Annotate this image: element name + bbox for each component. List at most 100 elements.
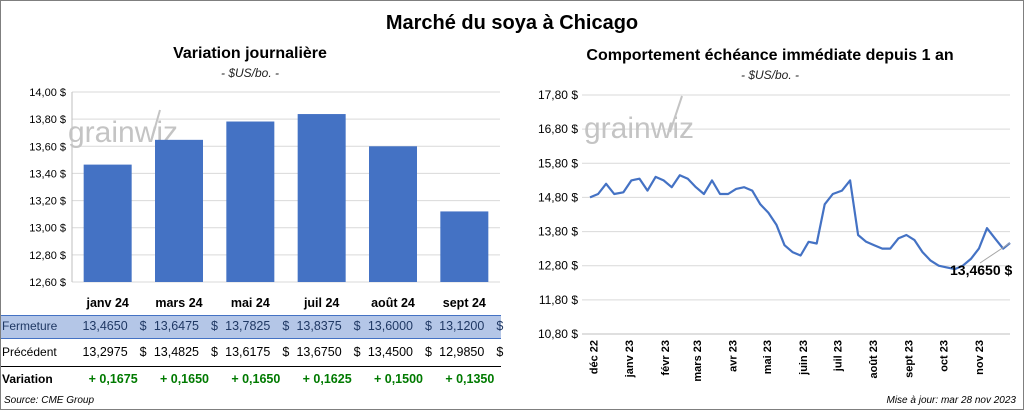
line-x-tick-label: déc 22 [588,340,600,374]
line-y-tick-label: 14,80 $ [538,190,578,204]
last-value-leader [979,242,1011,264]
table-cell: 13,4500 [367,345,413,359]
table-cell: + 0,1500 [373,372,423,386]
table-cell: 13,7825 [225,319,271,333]
table-row-label: Précédent [2,345,57,359]
table-cell: 13,4825 [153,345,199,359]
bar-y-tick-label: 12,80 $ [29,250,66,262]
line-x-tick-label: juin 23 [798,340,810,376]
bar [226,121,275,282]
watermark-stroke [151,109,161,139]
currency-symbol: $ [425,345,432,359]
line-y-tick-label: 13,80 $ [538,225,578,239]
bar [369,146,417,282]
last-value-label: 13,4650 $ [950,262,1013,278]
bar-y-tick-label: 13,60 $ [29,141,66,153]
table-cell: + 0,1625 [302,372,352,386]
line-x-tick-label: juil 23 [832,340,844,372]
line-x-tick-label: avr 23 [728,340,740,372]
bar-x-tick-label: août 24 [371,296,415,310]
bar [297,114,346,282]
table-cell: 13,4650 [82,319,128,333]
line-y-tick-label: 12,80 $ [538,259,578,273]
currency-symbol: $ [211,345,218,359]
line-x-tick: avr 23 [728,340,740,372]
table-cell: + 0,1650 [159,372,209,386]
currency-symbol: $ [353,345,361,359]
table-cell: 12,9850 [439,345,485,359]
line-x-tick: janv 23 [624,340,636,378]
line-x-tick-label: mai 23 [762,340,774,374]
currency-symbol: $ [496,345,504,359]
bar-x-tick-label: mai 24 [231,296,270,310]
bar-x-tick-label: janv 24 [85,296,128,310]
line-y-tick-label: 10,80 $ [538,327,578,341]
table-row-fermeture-background [1,315,501,339]
line-x-tick: nov 23 [974,340,986,375]
currency-symbol: $ [139,345,147,359]
bar-y-tick-label: 13,00 $ [29,223,66,235]
line-x-tick-label: oct 23 [938,340,950,372]
line-x-tick: déc 22 [588,340,600,374]
bar-y-tick-label: 13,20 $ [29,196,66,208]
bar-y-tick-label: 12,60 $ [29,277,66,289]
left-panel-title: Variation journalière [173,45,327,62]
line-x-tick-label: sept 23 [904,340,916,378]
currency-symbol: $ [282,345,290,359]
currency-symbol: $ [425,319,432,333]
bar [440,211,489,282]
table-row-divider [1,366,501,367]
line-chart: 10,80 $ 11,80 $ 12,80 $ 13,80 $ 14,80 $ 15,80… [538,88,1011,382]
table-cell: + 0,1650 [231,372,281,386]
bar-chart: 12,60 $ 12,80 $ 13,00 $ 13,20 $ 13,40 $ 13,60… [29,87,500,310]
table-row-label: Variation [2,372,53,386]
currency-symbol: $ [139,319,147,333]
currency-symbol: $ [353,319,361,333]
watermark-logo: grainwiz [584,112,694,145]
line-x-tick-label: janv 23 [624,340,636,378]
line-x-tick: juil 23 [832,340,844,372]
table-cell: + 0,1675 [88,372,138,386]
bar-y-tick-label: 13,80 $ [29,114,66,126]
price-series-line [589,174,1011,271]
table-cell: 13,6175 [225,345,271,359]
left-panel-unit: - $US/bo. - [220,66,280,80]
line-x-tick: août 23 [868,340,880,379]
line-x-tick-label: févr 23 [660,340,672,375]
line-y-tick-label: 11,80 $ [539,293,578,307]
currency-symbol: $ [496,319,504,333]
table-cell: 13,2975 [82,345,128,359]
table-cell: 13,8375 [296,319,342,333]
bar-x-tick-label: mars 24 [155,296,202,310]
line-x-tick: mai 23 [762,340,774,374]
line-x-tick-label: mars 23 [692,340,704,382]
line-x-tick: févr 23 [660,340,672,375]
right-panel-unit: - $US/bo. - [740,68,800,82]
right-panel-title: Comportement échéance immédiate depuis 1… [586,47,954,64]
table-cell: 13,6750 [296,345,342,359]
line-y-tick-label: 17,80 $ [538,88,578,102]
line-y-tick-label: 15,80 $ [538,156,578,170]
bar-x-tick-label: juil 24 [303,296,339,310]
source-note: Source: CME Group [4,395,95,406]
table-cell: + 0,1350 [445,372,495,386]
table-row-label: Fermeture [2,319,58,333]
bar [83,164,132,282]
line-x-tick-label: août 23 [868,340,880,379]
currency-symbol: $ [282,319,290,333]
table-cell: 13,1200 [439,319,485,333]
main-title: Marché du soya à Chicago [385,12,639,34]
currency-symbol: $ [211,319,218,333]
watermark-stroke [669,95,683,133]
bar [155,139,203,282]
line-y-tick-label: 16,80 $ [538,122,578,136]
line-x-tick: oct 23 [938,340,950,372]
bar-x-tick-label: sept 24 [443,296,486,310]
bar-y-tick-label: 14,00 $ [29,87,66,99]
bar-y-tick-label: 13,40 $ [29,168,66,180]
line-x-tick: sept 23 [904,340,916,378]
update-note: Mise à jour: mar 28 nov 2023 [886,395,1016,406]
line-x-tick: mars 23 [692,340,704,382]
line-x-tick: juin 23 [798,340,810,376]
table-cell: 13,6000 [367,319,413,333]
